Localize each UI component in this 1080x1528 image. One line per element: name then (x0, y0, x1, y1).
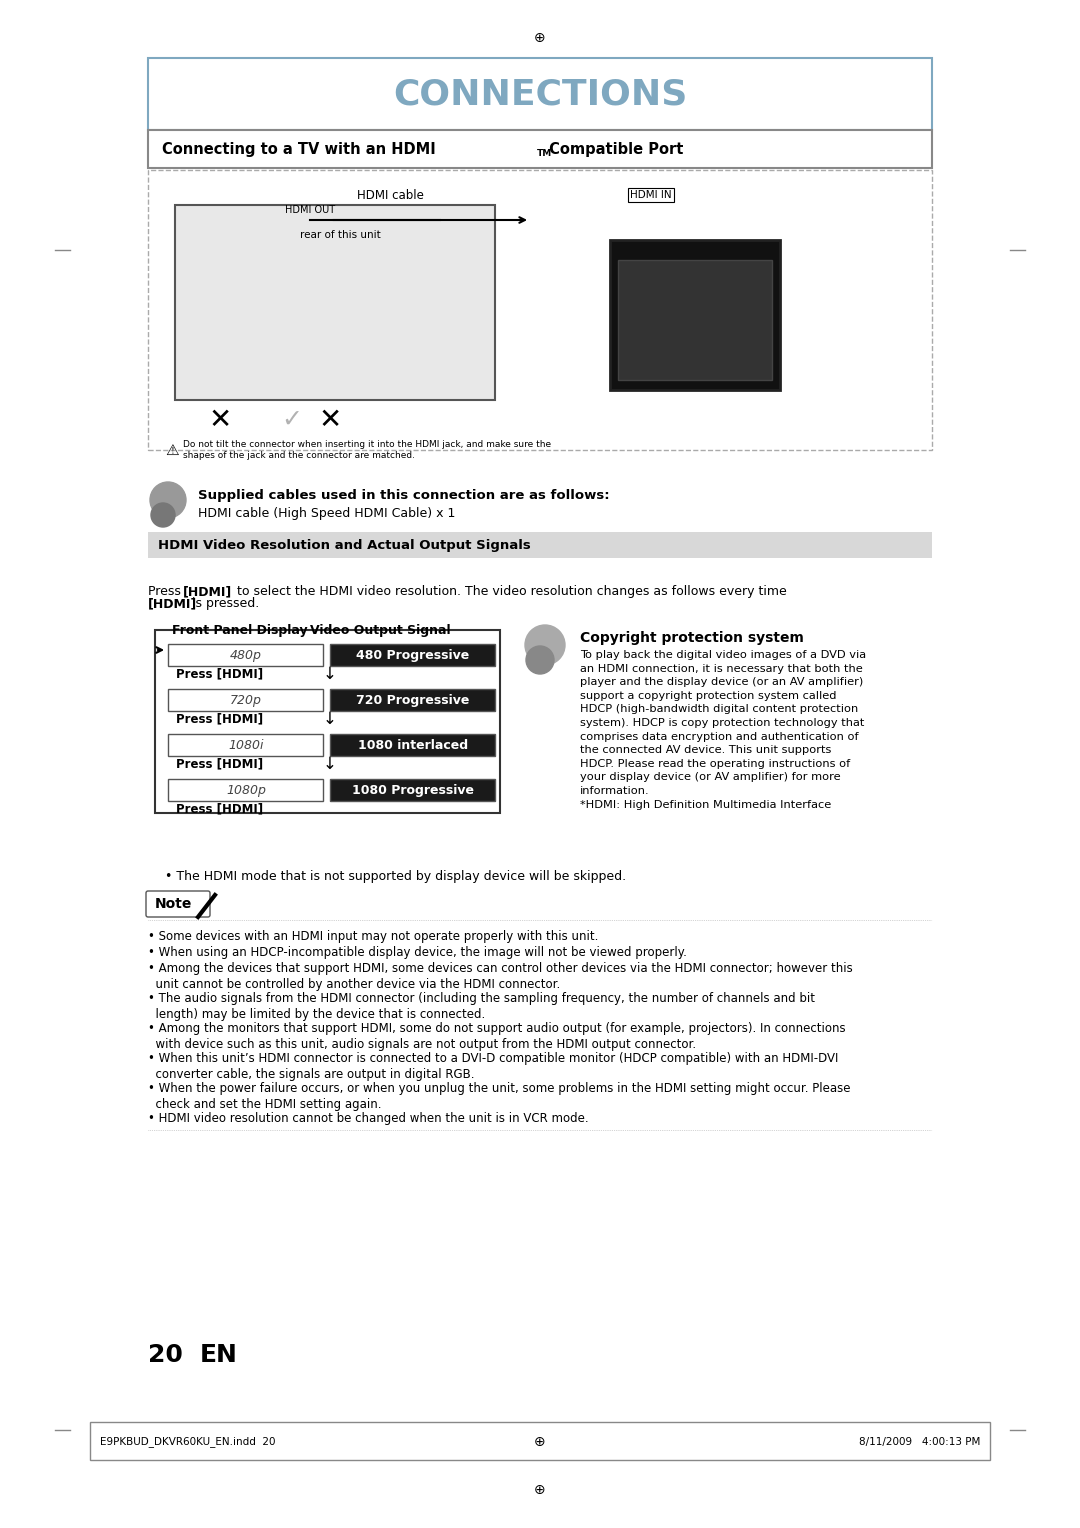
Text: Press: Press (148, 585, 185, 597)
Text: • The audio signals from the HDMI connector (including the sampling frequency, t: • The audio signals from the HDMI connec… (148, 992, 815, 1021)
Text: Video Output Signal: Video Output Signal (310, 623, 450, 637)
Text: 1080i: 1080i (228, 738, 264, 752)
Text: ⊕: ⊕ (535, 1435, 545, 1449)
Bar (90, 1423, 990, 1459)
Text: 8/11/2009   4:00:13 PM: 8/11/2009 4:00:13 PM (859, 1436, 980, 1447)
Bar (330, 779, 495, 801)
Text: [HDMI]: [HDMI] (148, 597, 198, 610)
Text: Copyright protection system: Copyright protection system (580, 631, 804, 645)
Text: 1080p: 1080p (226, 784, 266, 796)
Text: • HDMI video resolution cannot be changed when the unit is in VCR mode.: • HDMI video resolution cannot be change… (148, 1112, 589, 1125)
Text: ⚠: ⚠ (165, 443, 178, 457)
Bar (330, 733, 495, 756)
Text: 1080 interlaced: 1080 interlaced (357, 738, 468, 752)
Text: HDMI cable: HDMI cable (356, 188, 423, 202)
Text: 720 Progressive: 720 Progressive (356, 694, 470, 706)
Text: ↓: ↓ (323, 755, 337, 773)
FancyBboxPatch shape (146, 891, 210, 917)
Text: ↓: ↓ (323, 711, 337, 727)
Bar (148, 58, 932, 130)
Text: Supplied cables used in this connection are as follows:: Supplied cables used in this connection … (198, 489, 609, 501)
Text: Press [HDMI]: Press [HDMI] (176, 712, 264, 726)
Text: to select the HDMI video resolution. The video resolution changes as follows eve: to select the HDMI video resolution. The… (233, 585, 791, 597)
Text: 20: 20 (148, 1343, 183, 1368)
Bar (168, 689, 323, 711)
Circle shape (151, 503, 175, 527)
Bar (168, 779, 323, 801)
Bar (618, 260, 772, 380)
Bar (610, 240, 780, 390)
Bar (168, 733, 323, 756)
Text: • Some devices with an HDMI input may not operate properly with this unit.: • Some devices with an HDMI input may no… (148, 931, 598, 943)
Text: • Among the devices that support HDMI, some devices can control other devices vi: • Among the devices that support HDMI, s… (148, 963, 853, 992)
Text: CONNECTIONS: CONNECTIONS (393, 76, 687, 112)
Text: To play back the digital video images of a DVD via
an HDMI connection, it is nec: To play back the digital video images of… (580, 649, 866, 810)
Text: HDMI OUT: HDMI OUT (285, 205, 335, 215)
Bar (148, 130, 932, 168)
Text: • When the power failure occurs, or when you unplug the unit, some problems in t: • When the power failure occurs, or when… (148, 1082, 851, 1111)
Bar (148, 532, 932, 558)
Bar (156, 630, 500, 813)
Bar (175, 205, 495, 400)
Text: [HDMI]: [HDMI] (183, 585, 232, 597)
Circle shape (150, 481, 186, 518)
Text: Press [HDMI]: Press [HDMI] (176, 668, 264, 680)
Bar (330, 689, 495, 711)
Text: Front Panel Display: Front Panel Display (172, 623, 308, 637)
Text: E9PKBUD_DKVR60KU_EN.indd  20: E9PKBUD_DKVR60KU_EN.indd 20 (100, 1436, 275, 1447)
Text: rear of this unit: rear of this unit (299, 231, 380, 240)
Text: • The HDMI mode that is not supported by display device will be skipped.: • The HDMI mode that is not supported by… (165, 869, 626, 883)
Text: ⊕: ⊕ (535, 1484, 545, 1497)
Text: ✓: ✓ (257, 408, 302, 432)
Text: HDMI cable (High Speed HDMI Cable) x 1: HDMI cable (High Speed HDMI Cable) x 1 (198, 506, 456, 520)
Circle shape (525, 625, 565, 665)
Text: Connecting to a TV with an HDMI: Connecting to a TV with an HDMI (162, 142, 435, 156)
Text: is pressed.: is pressed. (188, 597, 259, 610)
Text: • When using an HDCP-incompatible display device, the image will not be viewed p: • When using an HDCP-incompatible displa… (148, 946, 687, 960)
Text: Do not tilt the connector when inserting it into the HDMI jack, and make sure th: Do not tilt the connector when inserting… (183, 440, 551, 460)
Text: Press [HDMI]: Press [HDMI] (176, 802, 264, 816)
Text: TM: TM (537, 150, 552, 157)
Text: 480p: 480p (230, 648, 262, 662)
Text: ↓: ↓ (323, 665, 337, 683)
Bar (330, 643, 495, 666)
Text: 720p: 720p (230, 694, 262, 706)
Text: Note: Note (156, 897, 192, 911)
Bar (168, 643, 323, 666)
Bar (148, 170, 932, 451)
Text: ✕: ✕ (319, 406, 341, 434)
Text: 1080 Progressive: 1080 Progressive (352, 784, 474, 796)
Text: Compatible Port: Compatible Port (544, 142, 684, 156)
Text: Press [HDMI]: Press [HDMI] (176, 758, 264, 770)
Text: ✕: ✕ (208, 406, 231, 434)
Text: EN: EN (200, 1343, 238, 1368)
Text: ⊕: ⊕ (535, 31, 545, 44)
Circle shape (526, 646, 554, 674)
Text: • Among the monitors that support HDMI, some do not support audio output (for ex: • Among the monitors that support HDMI, … (148, 1022, 846, 1051)
Text: HDMI IN: HDMI IN (630, 189, 672, 200)
Text: HDMI Video Resolution and Actual Output Signals: HDMI Video Resolution and Actual Output … (158, 538, 530, 552)
Text: • When this unit’s HDMI connector is connected to a DVI-D compatible monitor (HD: • When this unit’s HDMI connector is con… (148, 1051, 838, 1080)
Text: 480 Progressive: 480 Progressive (356, 648, 470, 662)
